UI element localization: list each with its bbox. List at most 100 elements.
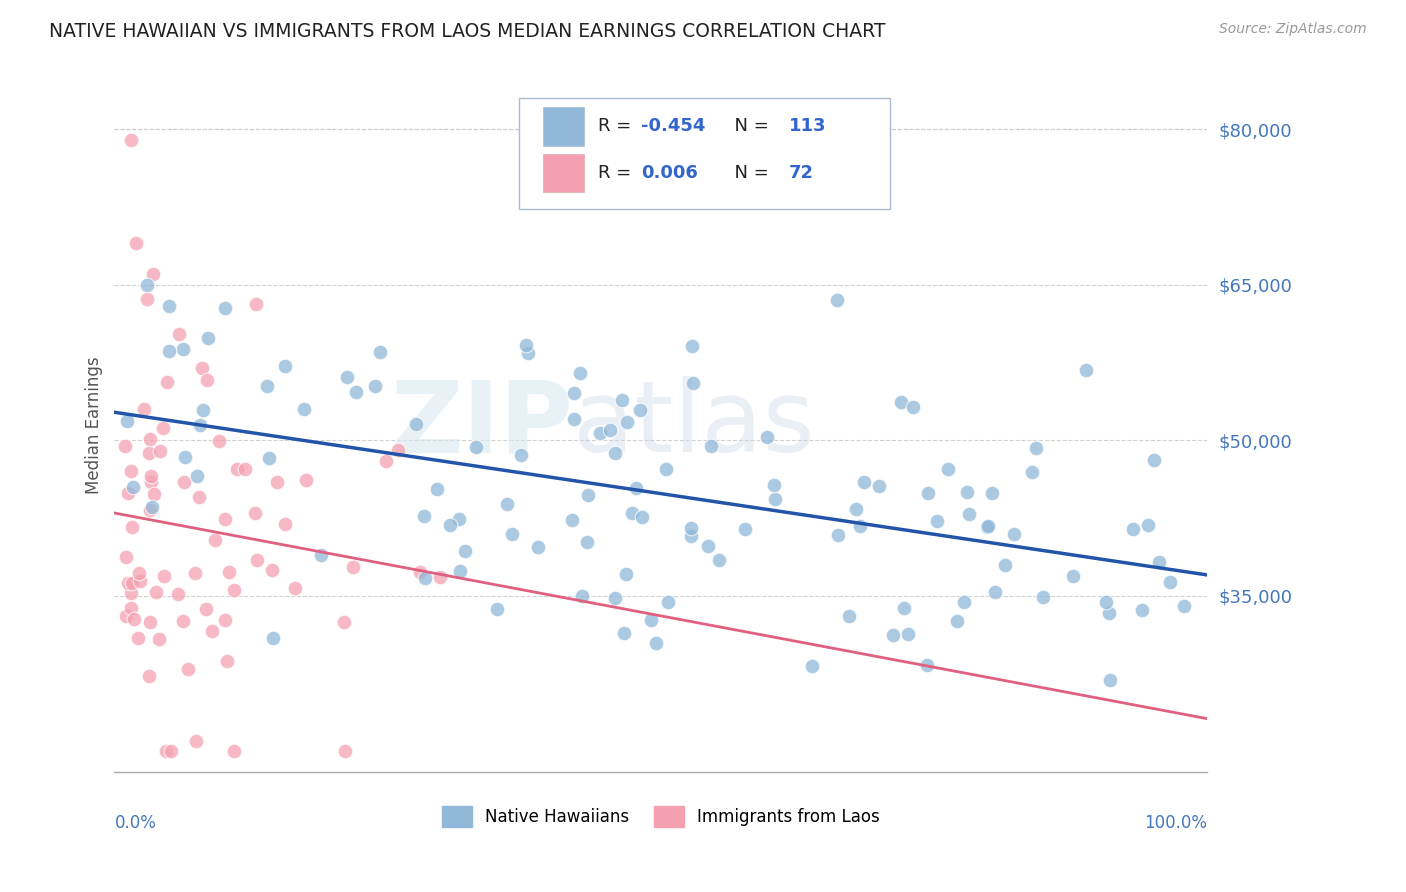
Point bbox=[882, 628, 904, 642]
Point bbox=[155, 744, 177, 758]
Point bbox=[1130, 602, 1153, 616]
Point bbox=[838, 609, 860, 624]
Point bbox=[994, 558, 1017, 573]
Point bbox=[501, 526, 523, 541]
Point bbox=[128, 566, 150, 580]
Point bbox=[849, 519, 872, 533]
Point bbox=[344, 385, 367, 400]
Point bbox=[121, 600, 143, 615]
Point bbox=[245, 297, 267, 311]
Point bbox=[956, 485, 979, 500]
Point bbox=[707, 552, 730, 566]
Point bbox=[139, 615, 162, 629]
Point bbox=[599, 423, 621, 437]
Point bbox=[215, 654, 238, 668]
Point bbox=[614, 566, 637, 581]
Point bbox=[953, 594, 976, 608]
Point bbox=[616, 415, 638, 429]
Y-axis label: Median Earnings: Median Earnings bbox=[86, 356, 103, 493]
FancyBboxPatch shape bbox=[519, 98, 890, 210]
Point bbox=[1173, 599, 1195, 613]
Point bbox=[409, 565, 432, 579]
Point bbox=[976, 519, 998, 533]
Point bbox=[187, 491, 209, 505]
Point bbox=[657, 595, 679, 609]
Point bbox=[496, 497, 519, 511]
Point bbox=[1159, 575, 1181, 590]
Text: 100.0%: 100.0% bbox=[1144, 814, 1208, 831]
Point bbox=[197, 331, 219, 345]
Point bbox=[1098, 673, 1121, 687]
Point bbox=[697, 539, 720, 553]
Point bbox=[157, 299, 180, 313]
Point bbox=[562, 385, 585, 400]
Point bbox=[486, 602, 509, 616]
Point bbox=[1149, 555, 1171, 569]
Point bbox=[193, 403, 215, 417]
Point bbox=[640, 613, 662, 627]
Point bbox=[903, 400, 925, 414]
Point bbox=[439, 517, 461, 532]
Point bbox=[387, 443, 409, 458]
Point bbox=[224, 582, 246, 597]
Point bbox=[142, 487, 165, 501]
Point bbox=[125, 236, 148, 251]
Point bbox=[224, 744, 246, 758]
Point bbox=[449, 512, 471, 526]
Point bbox=[114, 439, 136, 453]
Point bbox=[145, 585, 167, 599]
Point bbox=[235, 462, 257, 476]
Point bbox=[734, 522, 756, 536]
Point bbox=[628, 402, 651, 417]
Point bbox=[526, 540, 548, 554]
Point bbox=[561, 513, 583, 527]
Point bbox=[139, 503, 162, 517]
Point bbox=[936, 461, 959, 475]
Point bbox=[167, 327, 190, 342]
Point bbox=[172, 614, 194, 628]
Point bbox=[645, 636, 668, 650]
Point bbox=[191, 360, 214, 375]
Point bbox=[631, 509, 654, 524]
Point bbox=[142, 268, 165, 282]
Point bbox=[139, 469, 162, 483]
Point bbox=[465, 440, 488, 454]
Point bbox=[845, 502, 868, 516]
Point bbox=[603, 446, 626, 460]
Point bbox=[159, 744, 181, 758]
Text: 0.006: 0.006 bbox=[641, 164, 699, 182]
Point bbox=[1062, 569, 1084, 583]
Point bbox=[226, 462, 249, 476]
Point bbox=[946, 615, 969, 629]
Point bbox=[127, 631, 149, 645]
Point bbox=[825, 293, 848, 308]
Point bbox=[897, 627, 920, 641]
Point bbox=[571, 589, 593, 603]
Point bbox=[681, 339, 703, 353]
Point bbox=[426, 482, 449, 496]
Point bbox=[186, 734, 208, 748]
Point bbox=[957, 507, 980, 521]
Point bbox=[1098, 606, 1121, 620]
Point bbox=[121, 520, 143, 534]
Point bbox=[454, 544, 477, 558]
Point bbox=[449, 564, 471, 578]
Point bbox=[188, 418, 211, 433]
Point bbox=[117, 485, 139, 500]
Point bbox=[284, 582, 307, 596]
Text: Source: ZipAtlas.com: Source: ZipAtlas.com bbox=[1219, 22, 1367, 37]
Point bbox=[120, 586, 142, 600]
Point bbox=[429, 570, 451, 584]
Point bbox=[174, 450, 197, 465]
Text: N =: N = bbox=[723, 164, 775, 182]
Point bbox=[184, 566, 207, 581]
Point bbox=[136, 277, 159, 292]
Point bbox=[605, 591, 627, 605]
Point bbox=[243, 506, 266, 520]
Point bbox=[620, 507, 643, 521]
Point bbox=[515, 338, 537, 352]
Text: N =: N = bbox=[723, 118, 775, 136]
Point bbox=[342, 560, 364, 574]
Point bbox=[274, 517, 297, 532]
Point bbox=[256, 379, 278, 393]
